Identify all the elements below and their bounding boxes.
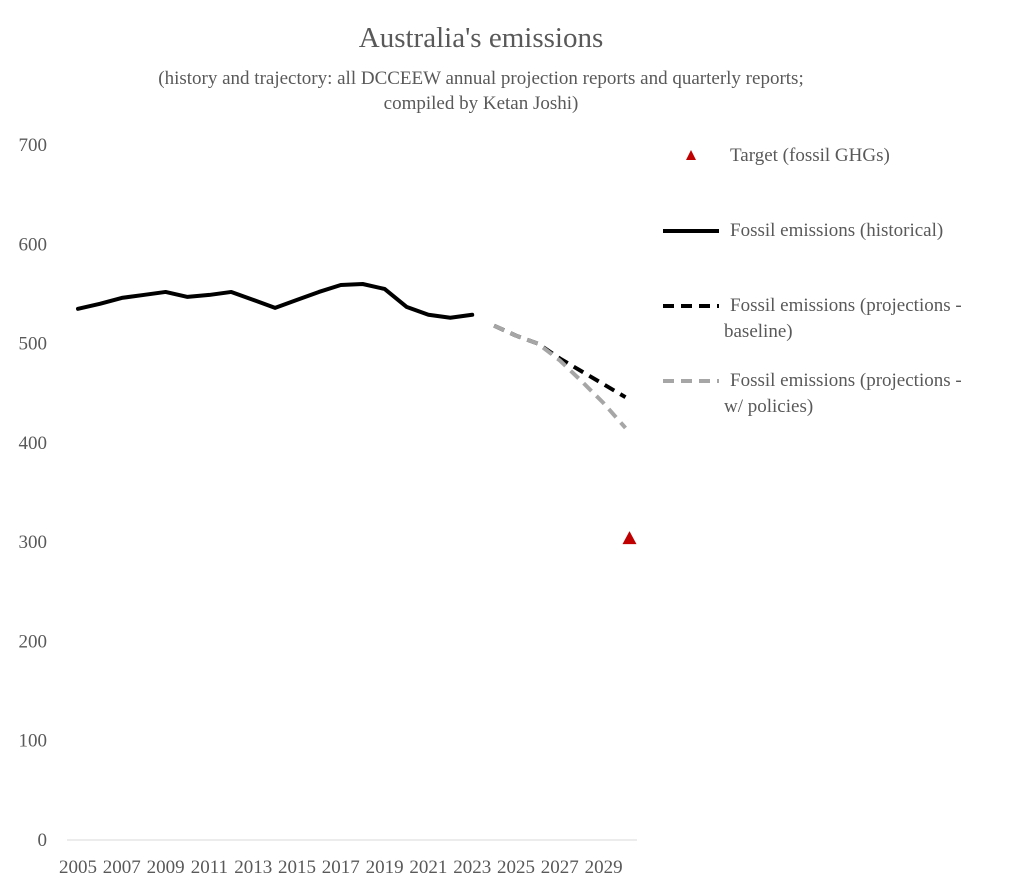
axis-layer: 0 100 200 300 400 500 600 700 2005 2007 2009 2011 20…	[19, 135, 637, 878]
x-tick-label: 2011	[191, 857, 228, 878]
y-tick-label: 300	[19, 532, 48, 553]
series-historical-line	[76, 282, 475, 320]
x-tick-label: 2023	[453, 857, 491, 878]
series-layer	[76, 282, 637, 545]
y-tick-label: 500	[19, 334, 48, 355]
legend-label: Fossil emissions (projections -	[730, 370, 962, 391]
target-marker	[622, 531, 637, 545]
legend-swatch-target	[686, 150, 696, 160]
x-tick-label: 2005	[59, 857, 97, 878]
x-tick-label: 2027	[541, 857, 579, 878]
x-tick-label: 2019	[366, 857, 404, 878]
legend-label: Fossil emissions (projections -	[730, 295, 962, 316]
legend-label: w/ policies)	[724, 396, 814, 417]
x-tick-label: 2025	[497, 857, 535, 878]
series-policies-line	[493, 323, 627, 430]
legend-label: Target (fossil GHGs)	[730, 145, 890, 166]
chart-subtitle: (history and trajectory: all DCCEEW annu…	[0, 66, 962, 116]
y-tick-label: 600	[19, 234, 48, 255]
x-tick-label: 2029	[585, 857, 623, 878]
legend-layer	[663, 150, 719, 383]
y-tick-label: 400	[19, 433, 48, 454]
chart-subtitle-line-2: compiled by Ketan Joshi)	[383, 93, 579, 114]
x-tick-label: 2015	[278, 857, 316, 878]
x-tick-label: 2013	[234, 857, 272, 878]
y-tick-label: 700	[19, 135, 48, 156]
legend-label: Fossil emissions (historical)	[730, 220, 944, 241]
x-tick-label: 2017	[322, 857, 360, 878]
legend-label: baseline)	[724, 321, 793, 342]
chart-title: Australia's emissions	[358, 22, 604, 54]
chart-subtitle-line-1: (history and trajectory: all DCCEEW annu…	[158, 68, 804, 89]
x-tick-label: 2009	[147, 857, 185, 878]
y-tick-label: 200	[19, 631, 48, 652]
x-tick-label: 2021	[409, 857, 447, 878]
y-tick-label: 100	[19, 731, 48, 752]
y-tick-label: 0	[38, 830, 48, 851]
x-tick-label: 2007	[103, 857, 141, 878]
